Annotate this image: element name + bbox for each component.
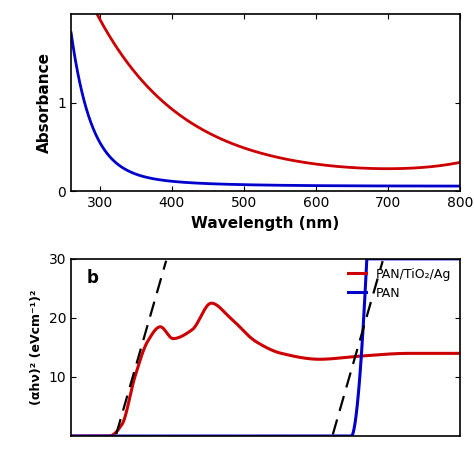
Legend: PAN/TiO₂/Ag, PAN: PAN/TiO₂/Ag, PAN bbox=[343, 263, 456, 305]
PAN bbox=[68, 433, 74, 439]
PAN bbox=[374, 256, 380, 262]
Line: PAN/TiO₂/Ag: PAN/TiO₂/Ag bbox=[71, 303, 460, 436]
PAN/TiO₂/Ag bbox=[457, 350, 463, 356]
PAN/TiO₂/Ag bbox=[446, 350, 451, 356]
Y-axis label: Absorbance: Absorbance bbox=[37, 52, 52, 154]
X-axis label: Wavelength (nm): Wavelength (nm) bbox=[191, 216, 339, 231]
Text: b: b bbox=[87, 269, 99, 287]
PAN/TiO₂/Ag bbox=[257, 341, 263, 347]
PAN/TiO₂/Ag bbox=[209, 301, 214, 306]
Line: PAN: PAN bbox=[71, 259, 460, 436]
PAN bbox=[364, 256, 370, 262]
PAN/TiO₂/Ag bbox=[247, 334, 253, 340]
PAN/TiO₂/Ag bbox=[68, 433, 74, 439]
PAN/TiO₂/Ag bbox=[446, 350, 452, 356]
PAN bbox=[457, 256, 463, 262]
PAN bbox=[88, 433, 94, 439]
PAN/TiO₂/Ag bbox=[374, 352, 380, 358]
PAN bbox=[446, 256, 452, 262]
Y-axis label: (αhν)² (eVcm⁻¹)²: (αhν)² (eVcm⁻¹)² bbox=[30, 290, 43, 405]
PAN bbox=[247, 433, 253, 439]
PAN bbox=[446, 256, 451, 262]
PAN bbox=[257, 433, 263, 439]
PAN/TiO₂/Ag bbox=[88, 433, 94, 439]
